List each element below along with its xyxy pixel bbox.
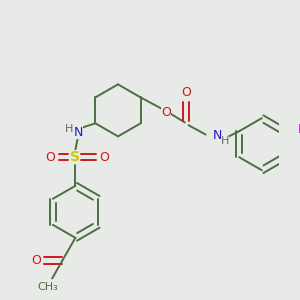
Text: N: N (74, 126, 83, 139)
Text: N: N (213, 129, 222, 142)
Text: CH₃: CH₃ (37, 282, 58, 292)
Text: O: O (161, 106, 171, 119)
Text: H: H (65, 124, 73, 134)
Text: F: F (297, 123, 300, 136)
Text: H: H (221, 136, 229, 146)
Text: O: O (31, 254, 41, 267)
Text: O: O (181, 86, 191, 99)
Text: O: O (99, 151, 109, 164)
Text: S: S (70, 150, 80, 164)
Text: O: O (46, 151, 56, 164)
